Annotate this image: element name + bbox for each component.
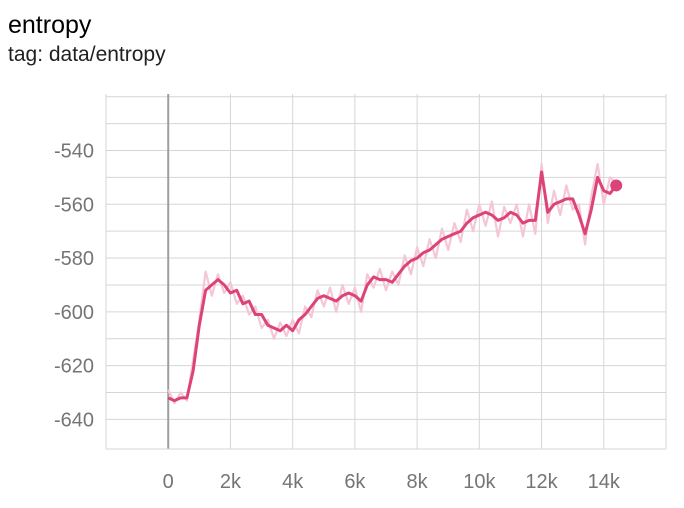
tick-label-layer: -540 -560 -580 -600 -620 -640 0 2k 4k 6k 8k 10k 12k 1…: [54, 140, 621, 493]
x-tick-label: 10k: [463, 471, 496, 493]
raw-series-line: [167, 162, 617, 405]
grid-layer: [105, 94, 667, 450]
x-tick-label: 6k: [344, 471, 366, 493]
y-tick-label: -560: [54, 194, 94, 216]
x-tick-label: 12k: [525, 471, 558, 493]
y-tick-label: -620: [54, 356, 94, 378]
smoothed-series-line: [167, 170, 618, 403]
x-tick-label: 8k: [407, 471, 429, 493]
smoothed-series-layer: [167, 170, 623, 403]
x-tick-label: 2k: [220, 471, 242, 493]
y-tick-label: -540: [54, 140, 94, 162]
y-tick-label: -640: [54, 409, 94, 431]
chart-header: entropy tag: data/entropy: [8, 10, 166, 68]
y-tick-label: -600: [54, 302, 94, 324]
chart-tag: tag: data/entropy: [8, 43, 166, 66]
chart-title: entropy: [8, 11, 92, 39]
y-tick-label: -580: [54, 248, 94, 270]
raw-series-layer: [167, 162, 617, 405]
series-end-marker: [610, 179, 623, 192]
x-tick-label: 14k: [588, 471, 621, 493]
x-tick-label: 4k: [282, 471, 304, 493]
x-tick-label: 0: [163, 471, 174, 493]
